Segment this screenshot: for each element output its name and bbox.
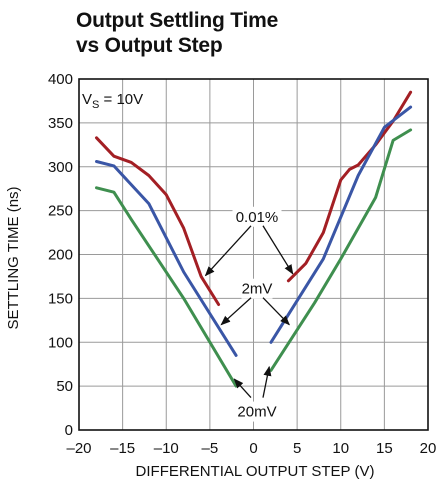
x-tick-label: 5 (293, 440, 301, 457)
annotation-label-0-01: 0.01% (236, 209, 279, 226)
x-tick-label: –5 (202, 440, 219, 457)
y-tick-label: 100 (48, 334, 73, 351)
grid (78, 78, 429, 431)
x-tick-label: 20 (420, 440, 436, 457)
annotations: 0.01% 2mV 20mV (204, 206, 294, 422)
y-tick-label: 200 (48, 247, 73, 264)
y-axis-label: SETTLING TIME (ns) (5, 186, 22, 329)
y-tick-label: 350 (48, 115, 73, 132)
annotation-arrow (220, 297, 252, 326)
x-tick-label: 10 (332, 440, 349, 457)
annotation-arrow (262, 297, 290, 326)
annotation-arrow (233, 378, 252, 399)
annotation-label-20mv: 20mV (237, 404, 276, 421)
x-tick-label: –10 (154, 440, 179, 457)
series-line-2mv (269, 105, 413, 344)
x-axis-label: DIFFERENTIAL OUTPUT STEP (V) (136, 463, 375, 480)
y-tick-label: 250 (48, 203, 73, 220)
x-tick-label: –15 (110, 440, 135, 457)
x-tick-label: –20 (66, 440, 91, 457)
chart-title-line-2: vs Output Step (76, 34, 223, 57)
series-line-20mv (95, 186, 238, 388)
condition-label-rest: = 10V (99, 91, 143, 108)
x-tick-label: 15 (376, 440, 393, 457)
condition-label-sub: S (92, 99, 99, 111)
y-tick-label: 0 (65, 422, 73, 439)
y-tick-label: 400 (48, 71, 73, 88)
annotation-arrow (262, 225, 294, 275)
annotation-arrow (262, 365, 272, 398)
y-tick-label: 300 (48, 159, 73, 176)
annotation-bg (236, 401, 277, 422)
annotation-label-2mv: 2mV (242, 281, 273, 298)
annotation-bg (241, 278, 273, 299)
annotation-arrow (204, 225, 252, 277)
annotation-bg (232, 206, 282, 227)
chart-title: Output Settling Time vs Output Step (76, 8, 278, 58)
series-line-2mv (95, 160, 238, 357)
condition-label: VS = 10V (82, 91, 143, 111)
x-tick-label: 0 (249, 440, 257, 457)
series-line-0-01 (95, 136, 221, 306)
y-tick-label: 150 (48, 290, 73, 307)
series-line-20mv (269, 128, 413, 372)
series-line-0-01 (286, 90, 413, 283)
y-tick-label: 50 (56, 378, 73, 395)
chart-title-line-1: Output Settling Time (76, 9, 279, 32)
condition-label-main: V (82, 91, 92, 108)
plot-frame (78, 78, 429, 431)
tick-labels: 0 50 100 150 200 250 300 350 400 –20 –15 –10 –5 0 5 10 1… (48, 71, 436, 457)
series-group (95, 90, 413, 388)
